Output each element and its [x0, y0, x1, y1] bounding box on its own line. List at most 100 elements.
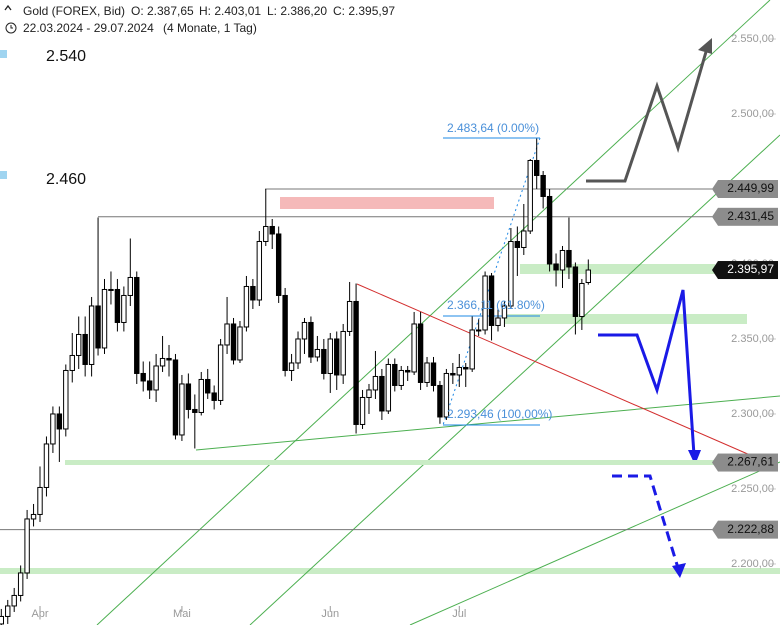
arrow-head — [688, 450, 701, 465]
annotation: 2.540 — [46, 48, 86, 65]
price-badge — [718, 453, 778, 472]
ohlc-low: L: 2.386,20 — [267, 4, 327, 18]
candle-body — [424, 362, 430, 383]
candle-body — [437, 384, 443, 418]
candle-body — [205, 378, 211, 394]
candle-body — [469, 329, 475, 370]
candle-body — [69, 354, 75, 371]
price-badge — [718, 179, 778, 198]
axis: 2.200,002.250,002.300,002.350,002.400,00… — [31, 33, 778, 620]
last-price-label: 2.395,97 — [727, 262, 774, 276]
candle-body — [482, 275, 488, 331]
candle-body — [250, 285, 256, 301]
y-tick-label: 2.300,00 — [731, 408, 774, 420]
header-bg — [0, 0, 420, 38]
candle-body — [456, 366, 462, 376]
candle-body — [359, 396, 366, 425]
candle-body — [559, 249, 566, 271]
price-badge-label: 2.222,88 — [727, 522, 774, 536]
candle-body — [82, 333, 88, 365]
candle-body — [230, 323, 237, 361]
candle-body — [585, 269, 591, 284]
trend-line — [96, 0, 771, 625]
candle-body — [488, 275, 495, 326]
candle-body — [211, 392, 217, 401]
y-tick-label: 2.350,00 — [731, 333, 774, 345]
candle-body — [224, 323, 230, 346]
candle-body — [282, 294, 288, 371]
candle-body — [334, 338, 340, 376]
candle-body — [101, 288, 108, 349]
candle-body — [579, 282, 585, 317]
candle-body — [521, 230, 527, 248]
arrow-head — [698, 38, 712, 54]
candle-body — [217, 344, 224, 401]
candle-body — [192, 408, 198, 413]
candle-body — [11, 594, 17, 607]
period: (4 Monate, 1 Tag) — [163, 21, 257, 35]
candle-body — [463, 366, 469, 370]
ohlc-close: C: 2.395,97 — [333, 4, 395, 18]
candle-body — [398, 369, 404, 386]
candle-body — [30, 513, 37, 520]
fib-label: 2.293,46 (100,00%) — [447, 407, 552, 421]
candle-body — [508, 240, 514, 307]
price-badge-label: 2.431,45 — [727, 209, 774, 223]
candle-body — [566, 249, 572, 268]
date-range: 22.03.2024 - 29.07.2024 — [23, 21, 154, 35]
candle-body — [540, 174, 546, 197]
candle-body — [385, 363, 392, 412]
candle-body — [346, 300, 353, 332]
candle-body — [134, 276, 140, 374]
scenario-arrow — [612, 474, 680, 569]
badge-tip — [712, 179, 718, 198]
candle-body — [495, 317, 501, 326]
y-tick-label: 2.550,00 — [731, 33, 774, 45]
candle-body — [308, 321, 314, 358]
candle-body — [88, 305, 95, 365]
clock-icon — [5, 22, 17, 34]
candle-body — [514, 240, 521, 248]
candle-body — [127, 276, 134, 296]
resistance-zone — [280, 197, 494, 209]
candle-body — [533, 159, 540, 176]
price-badge-label: 2.267,61 — [727, 455, 774, 469]
trend-line — [195, 395, 780, 451]
badge-tip — [712, 520, 718, 539]
candle-body — [24, 518, 30, 574]
candle-body — [114, 288, 121, 323]
candle-body — [379, 375, 385, 412]
candle-body — [0, 615, 5, 625]
candle-body — [546, 195, 553, 265]
candle-body — [256, 240, 263, 301]
candle-body — [275, 233, 282, 296]
marker — [0, 50, 7, 58]
price-badge-label: 2.449,99 — [727, 181, 774, 195]
badge-tip — [712, 261, 718, 280]
chart-title: Gold (FOREX, Bid) — [23, 4, 125, 18]
candle-body — [553, 263, 559, 271]
badge-tip — [712, 207, 718, 226]
candle-body — [76, 333, 82, 356]
candle-body — [179, 383, 185, 436]
candle-body — [50, 413, 56, 445]
candle-body — [146, 380, 153, 391]
candle-body — [37, 486, 43, 515]
marker — [0, 171, 7, 179]
candle-body — [140, 372, 146, 382]
support-zone — [0, 568, 780, 574]
fib-label: 2.366,11 (61.80%) — [447, 298, 545, 312]
candle-body — [43, 443, 50, 488]
candle-body — [95, 305, 101, 349]
fib-label: 2.483,64 (0.00%) — [447, 121, 539, 135]
x-tick-label: Apr — [31, 608, 48, 620]
candle-body — [353, 300, 359, 425]
candle-body — [237, 326, 243, 361]
candle-body — [301, 321, 308, 340]
candle-body — [198, 378, 204, 413]
badge-tip — [712, 453, 718, 472]
candle-body — [572, 266, 579, 317]
candle-body — [372, 375, 379, 391]
